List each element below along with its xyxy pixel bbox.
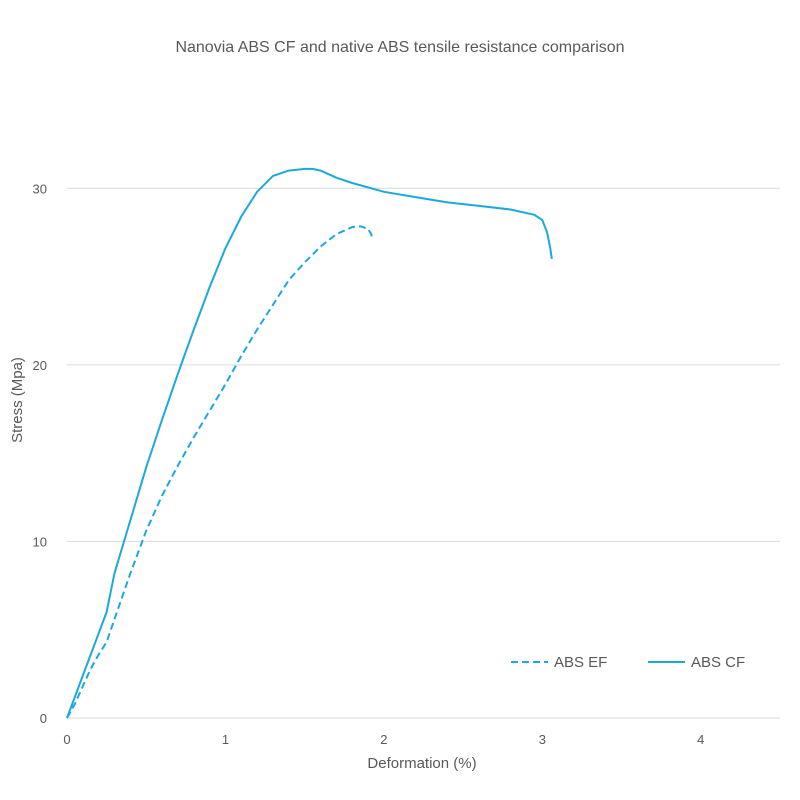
y-tick-label-10: 10 bbox=[33, 534, 47, 549]
y-tick-label-0: 0 bbox=[40, 711, 47, 726]
y-axis-ticks: 0 10 20 30 bbox=[33, 181, 47, 726]
x-tick-label-0: 0 bbox=[63, 732, 70, 747]
x-tick-label-2: 2 bbox=[380, 732, 387, 747]
x-tick-label-3: 3 bbox=[539, 732, 546, 747]
legend: ABS EF ABS CF bbox=[511, 654, 745, 671]
series-line-abs-ef bbox=[66, 225, 374, 719]
legend-label-abs-ef: ABS EF bbox=[554, 654, 607, 671]
x-axis-ticks: 0 1 2 3 4 bbox=[63, 732, 704, 747]
y-axis-label: Stress (Mpa) bbox=[9, 357, 26, 443]
x-tick-label-4: 4 bbox=[697, 732, 704, 747]
y-tick-label-30: 30 bbox=[33, 181, 47, 196]
series-line-abs-cf bbox=[66, 167, 553, 719]
gridlines bbox=[67, 187, 780, 542]
legend-label-abs-cf: ABS CF bbox=[691, 654, 745, 671]
y-tick-label-20: 20 bbox=[33, 358, 47, 373]
x-tick-label-1: 1 bbox=[222, 732, 229, 747]
chart-title: Nanovia ABS CF and native ABS tensile re… bbox=[175, 39, 624, 56]
x-axis-label: Deformation (%) bbox=[367, 755, 476, 772]
series-lines bbox=[66, 167, 553, 719]
